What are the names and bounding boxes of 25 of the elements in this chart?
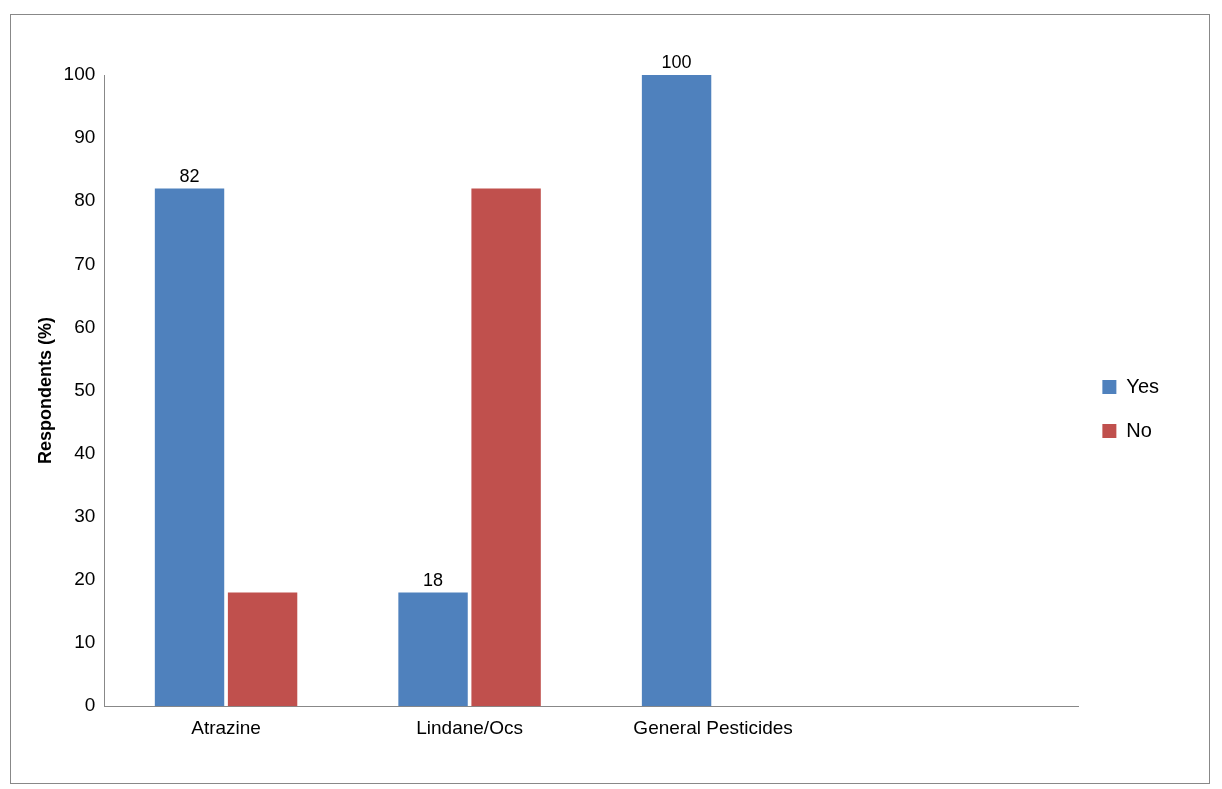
y-tick-label: 70 (74, 252, 96, 274)
y-tick-label: 30 (74, 505, 96, 527)
y-tick-label: 0 (84, 694, 96, 716)
bar (471, 188, 541, 707)
data-label: 18 (423, 569, 444, 590)
y-tick-label: 80 (74, 189, 96, 211)
legend-label: No (1126, 418, 1152, 441)
y-tick-label: 100 (63, 63, 96, 85)
data-label: 82 (179, 165, 200, 186)
y-tick-label: 50 (74, 378, 96, 400)
data-label: 100 (661, 51, 692, 72)
bar (398, 592, 468, 707)
y-tick-label: 40 (74, 441, 96, 463)
y-tick-label: 10 (74, 631, 96, 653)
bar (227, 592, 298, 707)
x-tick-label: Atrazine (191, 716, 261, 738)
y-tick-label: 60 (74, 315, 96, 337)
bar (641, 75, 712, 707)
legend-label: Yes (1126, 374, 1160, 397)
bar (154, 188, 225, 707)
y-axis-title: Respondents (%) (34, 317, 55, 465)
x-tick-label: General Pesticides (633, 716, 793, 738)
y-tick-label: 20 (74, 568, 96, 590)
x-tick-label: Lindane/Ocs (416, 716, 523, 738)
y-tick-label: 90 (74, 126, 96, 148)
